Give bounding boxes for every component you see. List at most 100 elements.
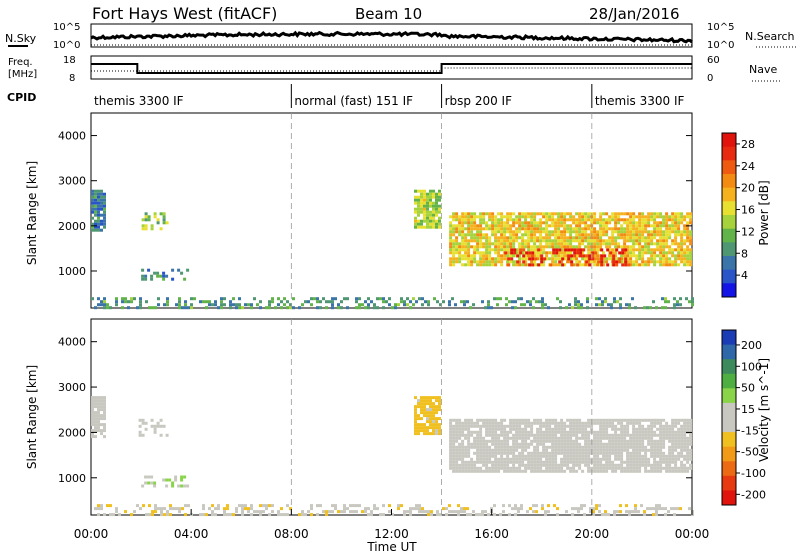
heatmap-cell — [438, 222, 441, 226]
heatmap-cell — [455, 227, 459, 231]
heatmap-cell — [512, 242, 516, 246]
heatmap-cell — [586, 306, 589, 310]
heatmap-cell — [530, 215, 534, 219]
heatmap-cell — [547, 306, 550, 310]
heatmap-cell — [100, 399, 103, 403]
heatmap-cell — [448, 504, 451, 508]
heatmap-cell — [461, 248, 465, 252]
y-tick-label: 3000 — [58, 175, 86, 188]
heatmap-cell — [602, 239, 606, 243]
heatmap-cell — [674, 445, 678, 449]
heatmap-cell — [485, 424, 489, 428]
heatmap-cell — [530, 218, 534, 222]
heatmap-cell — [531, 257, 535, 261]
heatmap-cell — [464, 460, 468, 464]
heatmap-cell — [671, 427, 675, 431]
heatmap-cell — [560, 442, 564, 446]
heatmap-cell — [420, 192, 423, 196]
heatmap-cell — [551, 457, 555, 461]
y-tick-label: 4000 — [58, 336, 86, 349]
heatmap-cell — [452, 436, 456, 440]
heatmap-cell — [677, 221, 681, 225]
heatmap-cell — [641, 239, 645, 243]
heatmap-cell — [686, 227, 690, 231]
heatmap-cell — [656, 451, 660, 455]
heatmap-cell — [482, 457, 486, 461]
heatmap-cell — [662, 445, 666, 449]
heatmap-cell — [650, 451, 654, 455]
heatmap-cell — [509, 448, 513, 452]
heatmap-cell — [621, 251, 625, 255]
heatmap-cell — [626, 245, 630, 249]
heatmap-cell — [497, 463, 501, 467]
heatmap-cell — [470, 445, 474, 449]
heatmap-cell — [674, 227, 678, 231]
heatmap-cell — [138, 424, 142, 428]
heatmap-cell — [527, 242, 531, 246]
heatmap-cell — [653, 233, 657, 237]
heatmap-cell — [516, 254, 520, 258]
heatmap-cell — [617, 236, 621, 240]
heatmap-cell — [647, 224, 651, 228]
heatmap-cell — [656, 248, 660, 252]
heatmap-cell — [512, 218, 516, 222]
heatmap-cell — [211, 303, 214, 307]
heatmap-cell — [593, 263, 597, 267]
heatmap-cell — [680, 260, 684, 264]
heatmap-cell — [635, 436, 639, 440]
heatmap-cell — [584, 257, 588, 261]
heatmap-cell — [544, 303, 547, 307]
heatmap-cell — [617, 445, 621, 449]
heatmap-cell — [488, 236, 492, 240]
heatmap-cell — [593, 254, 597, 258]
heatmap-cell — [569, 224, 573, 228]
heatmap-cell — [615, 263, 619, 267]
heatmap-cell — [674, 212, 678, 216]
heatmap-cell — [646, 306, 649, 310]
heatmap-cell — [680, 230, 684, 234]
heatmap-cell — [641, 224, 645, 228]
heatmap-cell — [566, 439, 570, 443]
heatmap-cell — [452, 469, 456, 473]
heatmap-cell — [541, 504, 544, 508]
heatmap-cell — [476, 466, 480, 470]
heatmap-cell — [420, 402, 423, 406]
heatmap-cell — [671, 442, 675, 446]
heatmap-cell — [644, 430, 648, 434]
heatmap-cell — [677, 227, 681, 231]
heatmap-cell — [674, 421, 678, 425]
heatmap-cell — [596, 439, 600, 443]
heatmap-cell — [527, 245, 531, 249]
heatmap-cell — [587, 460, 591, 464]
heatmap-cell — [656, 254, 660, 258]
heatmap-cell — [277, 513, 280, 517]
heatmap-cell — [551, 445, 555, 449]
heatmap-cell — [414, 429, 417, 433]
heatmap-cell — [593, 245, 597, 249]
heatmap-cell — [686, 239, 690, 243]
heatmap-cell — [650, 233, 654, 237]
heatmap-cell — [551, 433, 555, 437]
heatmap-cell — [563, 215, 567, 219]
heatmap-cell — [334, 504, 337, 508]
heatmap-cell — [438, 396, 441, 400]
heatmap-cell — [517, 297, 520, 301]
heatmap-cell — [461, 466, 465, 470]
heatmap-cell — [178, 297, 181, 301]
heatmap-cell — [521, 460, 525, 464]
power-grid — [290, 113, 593, 308]
heatmap-cell — [623, 245, 627, 249]
heatmap-cell — [497, 421, 501, 425]
heatmap-cell — [202, 300, 205, 304]
heatmap-cell — [461, 460, 465, 464]
heatmap-cell — [611, 436, 615, 440]
heatmap-cell — [500, 439, 504, 443]
heatmap-cell — [656, 245, 660, 249]
heatmap-cell — [214, 513, 217, 517]
heatmap-cell — [497, 224, 501, 228]
heatmap-cell — [503, 463, 507, 467]
heatmap-cell — [503, 242, 507, 246]
heatmap-cell — [464, 263, 468, 267]
heatmap-cell — [650, 254, 654, 258]
heatmap-cell — [566, 224, 570, 228]
